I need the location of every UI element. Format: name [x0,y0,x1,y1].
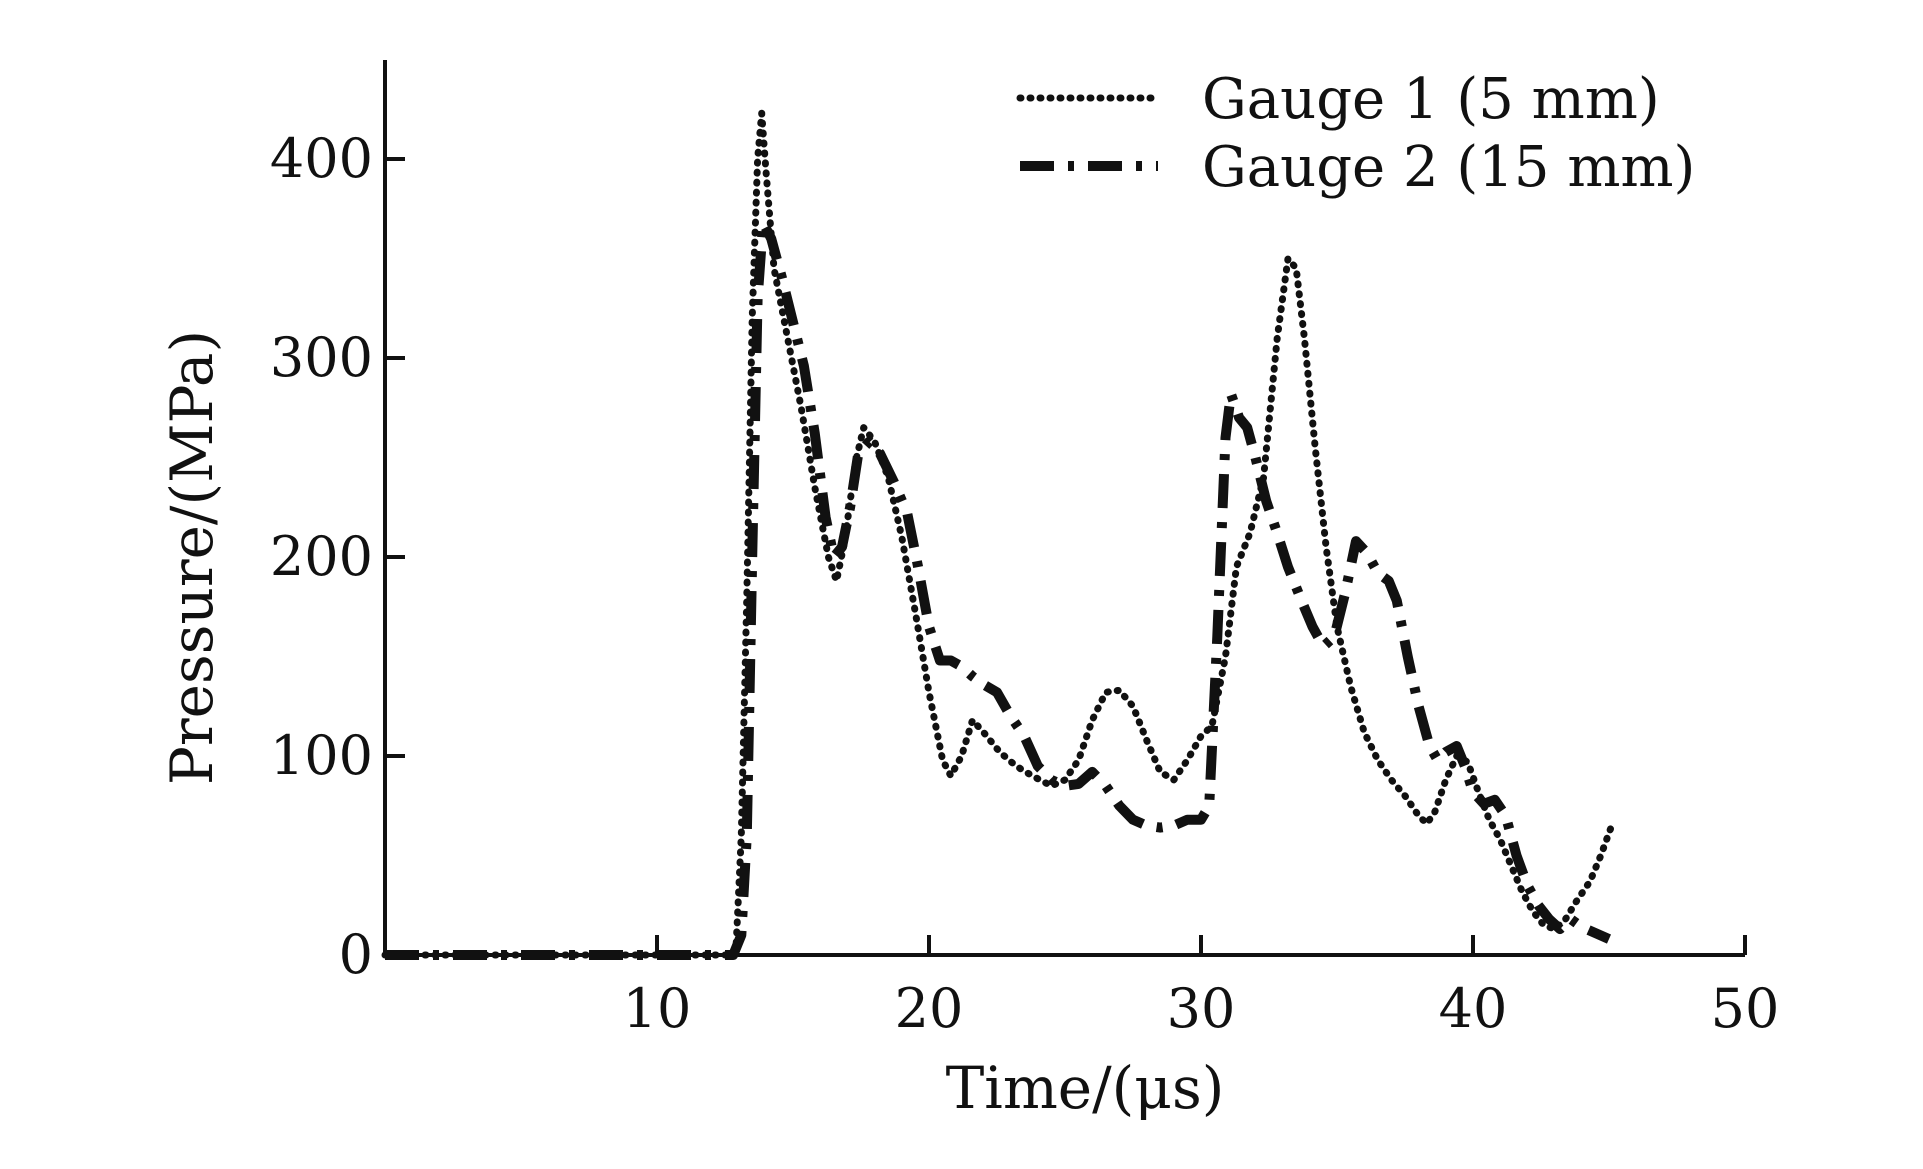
series-lines [381,109,1616,960]
x-tick-label: 10 [623,977,692,1040]
y-tick-label: 200 [270,525,373,588]
x-tick-label: 20 [895,977,964,1040]
legend-label-gauge-2: Gauge 2 (15 mm) [1202,135,1695,200]
y-tick-label: 0 [339,923,373,986]
legend: Gauge 1 (5 mm) Gauge 2 (15 mm) [1016,67,1695,200]
series-line-gauge-1 [381,109,1616,959]
y-tick-label: 400 [270,127,373,190]
x-tick-label: 30 [1167,977,1236,1040]
y-tick-label: 100 [270,724,373,787]
series-line-gauge-2 [385,217,1612,960]
ticks: 10 20 30 40 50 0 100 200 300 400 [270,127,1779,1040]
y-axis-title: Pressure/(MPa) [158,330,226,785]
legend-label-gauge-1: Gauge 1 (5 mm) [1202,67,1660,132]
x-axis-title: Time/(μs) [946,1054,1225,1122]
y-tick-label: 300 [270,326,373,389]
x-tick-label: 40 [1439,977,1508,1040]
x-tick-label: 50 [1711,977,1780,1040]
